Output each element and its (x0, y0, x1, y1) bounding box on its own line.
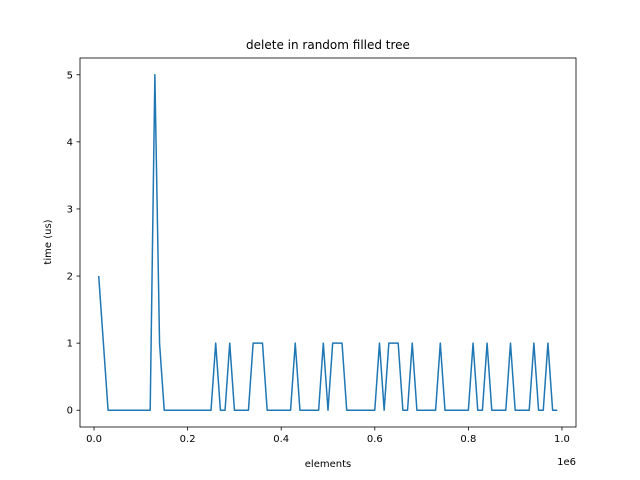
x-tick-label: 0.2 (180, 434, 196, 445)
x-axis-title: elements (305, 459, 351, 470)
plot-frame (79, 57, 577, 428)
x-tick-label: 0.4 (273, 434, 289, 445)
y-axis-title: time (us) (43, 219, 54, 264)
x-axis-offset-label: 1e6 (557, 457, 576, 468)
y-tick-label: 4 (67, 137, 73, 148)
y-axis: 0 1 2 3 4 5 (67, 70, 80, 417)
x-tick-label: 0.0 (86, 434, 102, 445)
x-tick-label: 0.8 (460, 434, 476, 445)
x-tick-label: 0.6 (367, 434, 383, 445)
x-axis: 0.0 0.2 0.4 0.6 0.8 1.0 (86, 427, 570, 445)
y-tick-label: 0 (67, 406, 73, 417)
x-tick-label: 1.0 (554, 434, 570, 445)
plot-area (97, 74, 558, 411)
y-tick-label: 3 (67, 204, 73, 215)
y-tick-label: 5 (67, 70, 73, 81)
series-line-0 (97, 74, 558, 411)
chart-title: delete in random filled tree (246, 38, 410, 52)
y-tick-label: 2 (67, 272, 73, 283)
y-tick-label: 1 (67, 339, 73, 350)
